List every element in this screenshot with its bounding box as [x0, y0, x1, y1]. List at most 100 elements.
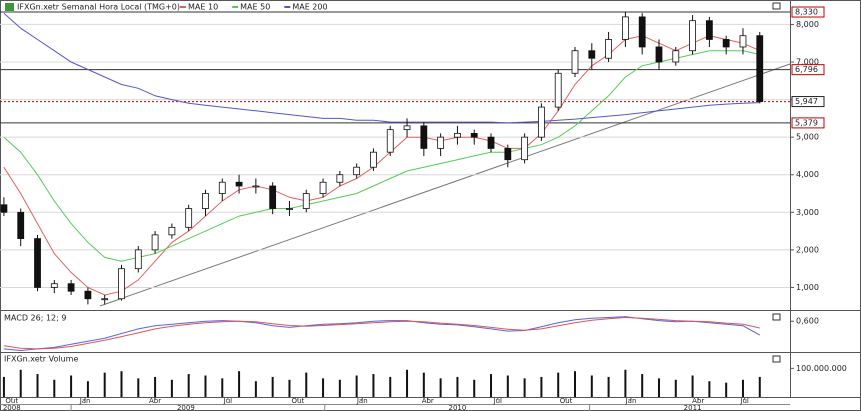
- candle-body: [470, 132, 478, 138]
- candle-body: [101, 298, 109, 301]
- volume-bar: [288, 379, 291, 397]
- volume-bar: [523, 378, 526, 397]
- candle-body: [370, 151, 377, 168]
- candle-body: [655, 46, 663, 63]
- volume-bar: [338, 379, 341, 397]
- volume-bar: [422, 372, 425, 397]
- candle-body: [689, 20, 696, 52]
- volume-bar: [557, 372, 560, 397]
- candle-body: [0, 204, 8, 213]
- y-tick-label: 1,000: [796, 283, 819, 292]
- volume-bar: [86, 381, 89, 397]
- x-tick-label: Jan: [625, 397, 637, 405]
- volume-bar: [355, 375, 358, 397]
- x-tick-label: Out: [5, 397, 18, 405]
- candle-body: [185, 208, 193, 228]
- window-button[interactable]: [772, 355, 781, 363]
- year-label: 2008: [3, 404, 21, 411]
- volume-bar: [221, 378, 224, 397]
- level-label: 8,330: [795, 8, 818, 17]
- level-box: [791, 64, 825, 76]
- x-tick-label: Jul: [739, 397, 749, 405]
- candle-body: [588, 50, 596, 59]
- y-tick-label: 0,600: [796, 317, 819, 326]
- x-tick-label: Jul: [223, 397, 233, 405]
- volume-bar: [758, 376, 761, 397]
- y-tick-label: 3,000: [796, 208, 819, 217]
- volume-bar: [741, 379, 744, 397]
- window-button[interactable]: [772, 313, 781, 321]
- level-label: 6,796: [795, 65, 818, 74]
- candle-body: [386, 129, 394, 153]
- volume-bar: [372, 374, 375, 397]
- volume-bar: [271, 376, 274, 397]
- level-box: [791, 6, 825, 18]
- y-tick-label: 7,000: [796, 58, 819, 67]
- candle-body: [218, 181, 226, 194]
- volume-bar: [674, 379, 677, 397]
- volume-bar: [590, 375, 593, 397]
- volume-bar: [473, 379, 476, 397]
- volume-bar: [574, 371, 577, 397]
- candle-body: [134, 249, 142, 270]
- legend-label: MAE 200: [292, 3, 327, 12]
- x-tick-label: Abr: [422, 397, 434, 405]
- volume-bar: [238, 371, 241, 397]
- candle-body: [403, 125, 411, 131]
- x-tick-label: Jul: [493, 397, 503, 405]
- candle-body: [571, 50, 579, 74]
- y-tick-label: 100.000.000: [796, 364, 847, 373]
- x-tick-label: Out: [292, 397, 305, 405]
- candle-body: [756, 35, 764, 102]
- volume-bar: [103, 372, 106, 397]
- candle-body: [302, 193, 310, 209]
- symbol-icon: [5, 3, 14, 11]
- volume-bar: [305, 372, 308, 397]
- volume-bar: [691, 375, 694, 397]
- window-button[interactable]: [772, 2, 781, 10]
- volume-bar: [170, 379, 173, 397]
- level-box: [791, 96, 825, 108]
- moving-average: [3, 50, 760, 262]
- candle-body: [554, 72, 562, 108]
- volume-bar: [506, 375, 509, 397]
- candle-body: [437, 136, 445, 149]
- candle-body: [521, 136, 529, 161]
- candle-body: [504, 148, 512, 161]
- level-label: 5,947: [795, 97, 818, 106]
- volume-bar: [456, 376, 459, 397]
- candle-body: [705, 20, 713, 40]
- volume-bar: [254, 381, 257, 397]
- volume-bar: [36, 374, 39, 397]
- macd-line: [3, 316, 760, 350]
- chart-title: IFXGn.xetr Semanal Hora Local (TMG+0): [17, 3, 180, 12]
- candle-body: [202, 193, 209, 209]
- legend-label: MAE 50: [240, 3, 270, 12]
- candle-body: [638, 16, 646, 48]
- candle-body: [420, 125, 428, 149]
- candle-body: [319, 181, 327, 194]
- candle-body: [487, 136, 495, 149]
- candle-body: [168, 226, 176, 236]
- volume-bar: [2, 376, 5, 397]
- candle-body: [739, 35, 747, 48]
- candle-body: [235, 181, 243, 187]
- volume-title: IFXGn.xetr Volume: [4, 355, 78, 364]
- candle-body: [336, 174, 344, 183]
- volume-bar: [624, 369, 627, 397]
- legend: IFXGn.xetr Semanal Hora Local (TMG+0): [5, 3, 180, 12]
- candle-body: [605, 39, 612, 59]
- candle-body: [67, 283, 75, 292]
- volume-bar: [53, 379, 56, 397]
- year-label: 2009: [177, 404, 195, 411]
- volume-bar: [439, 378, 442, 397]
- volume-bar: [120, 371, 123, 397]
- candle-body: [252, 185, 260, 188]
- y-tick-label: 5,000: [796, 133, 819, 142]
- y-tick-label: 8,000: [796, 20, 819, 29]
- macd-title: MACD 26; 12; 9: [4, 314, 66, 323]
- volume-bar: [657, 378, 660, 397]
- candle-body: [151, 234, 159, 251]
- volume-bar: [137, 378, 140, 397]
